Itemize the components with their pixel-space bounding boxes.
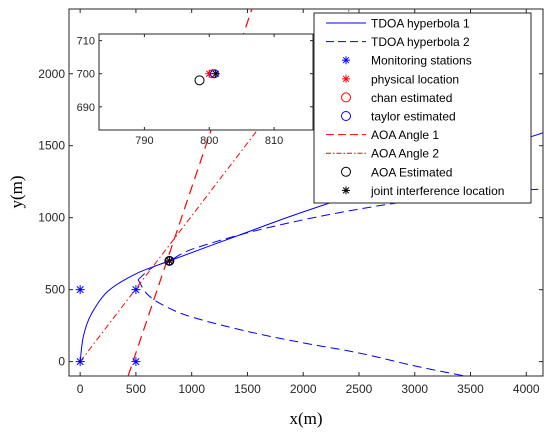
legend-swatch-star xyxy=(342,186,350,195)
x-tick-label: 3500 xyxy=(457,382,484,396)
x-tick-label: 3000 xyxy=(401,382,428,396)
joint-interference-marker-stroke xyxy=(166,257,173,265)
legend-swatch-star-stroke xyxy=(342,56,350,64)
inset-marks: 790 800 810 690 700 710 xyxy=(77,34,313,147)
main-ticks: 0 500 1000 1500 2000 2500 3000 3500 4000 0 500 1000… xyxy=(38,9,543,396)
x-tick-label: 0 xyxy=(77,382,84,396)
legend-label: physical location xyxy=(371,72,459,86)
y-tick-label: 500 xyxy=(45,283,65,297)
inset-aoa-estimated-marker xyxy=(194,75,205,86)
x-tick-label: 500 xyxy=(126,382,146,396)
monitoring-station-marker-stroke xyxy=(76,286,84,294)
monitoring-station-marker xyxy=(131,285,141,295)
legend-label: Monitoring stations xyxy=(371,54,472,68)
monitoring-station-marker xyxy=(131,357,141,367)
legend: TDOA hyperbola 1 TDOA hyperbola 2 Monitori… xyxy=(326,17,504,198)
legend-swatch-star-stroke xyxy=(342,187,350,194)
x-tick-label: 2500 xyxy=(346,382,373,396)
legend-label: TDOA hyperbola 1 xyxy=(371,17,470,31)
legend-swatch-circle xyxy=(341,166,351,177)
y-tick-label: 1500 xyxy=(38,139,65,153)
y-tick-label: 1000 xyxy=(38,211,65,225)
y-axis-title: y(m) xyxy=(7,175,26,208)
monitoring-station-marker-stroke xyxy=(76,358,84,366)
legend-swatch-star xyxy=(342,56,350,65)
y-tick-label: 2000 xyxy=(38,67,65,81)
inset-joint-interference-marker-stroke xyxy=(212,70,219,77)
legend-swatch-star-stroke xyxy=(342,75,350,83)
joint-interference-marker xyxy=(165,256,174,265)
tdoa-hyperbola-2-lower-line xyxy=(137,279,466,376)
x-tick-label: 1500 xyxy=(234,382,261,396)
aoa-estimated-marker xyxy=(164,255,175,266)
monitoring-station-marker-stroke xyxy=(132,286,140,294)
legend-label: AOA Angle 2 xyxy=(371,147,439,161)
legend-label: AOA Angle 1 xyxy=(371,128,439,142)
x-axis-title: x(m) xyxy=(289,409,322,428)
legend-swatch-circle xyxy=(341,92,351,103)
x-tick-label: 2000 xyxy=(290,382,317,396)
inset-x-tick-label: 790 xyxy=(135,135,153,147)
inset-y-tick-label: 710 xyxy=(77,36,95,48)
monitoring-station-marker xyxy=(75,357,85,367)
legend-label: taylor estimated xyxy=(371,110,456,124)
x-tick-label: 1000 xyxy=(178,382,205,396)
monitoring-station-marker-stroke xyxy=(132,358,140,366)
legend-label: TDOA hyperbola 2 xyxy=(371,35,470,49)
legend-label: chan estimated xyxy=(371,91,452,105)
x-tick-label: 4000 xyxy=(513,382,540,396)
legend-swatch-circle xyxy=(341,111,351,121)
legend-label: AOA Estimated xyxy=(371,165,452,179)
inset-frame xyxy=(98,33,314,131)
inset-y-tick-label: 690 xyxy=(77,102,95,114)
legend-swatch-star xyxy=(342,74,350,83)
inset-y-tick-label: 700 xyxy=(77,69,95,81)
monitoring-station-marker xyxy=(75,285,85,295)
y-tick-label: 0 xyxy=(58,355,65,369)
inset-x-tick-label: 800 xyxy=(200,135,218,147)
inset-joint-interference-marker xyxy=(211,69,220,78)
inset-x-tick-label: 810 xyxy=(265,135,283,147)
legend-label: joint interference location xyxy=(370,184,504,198)
